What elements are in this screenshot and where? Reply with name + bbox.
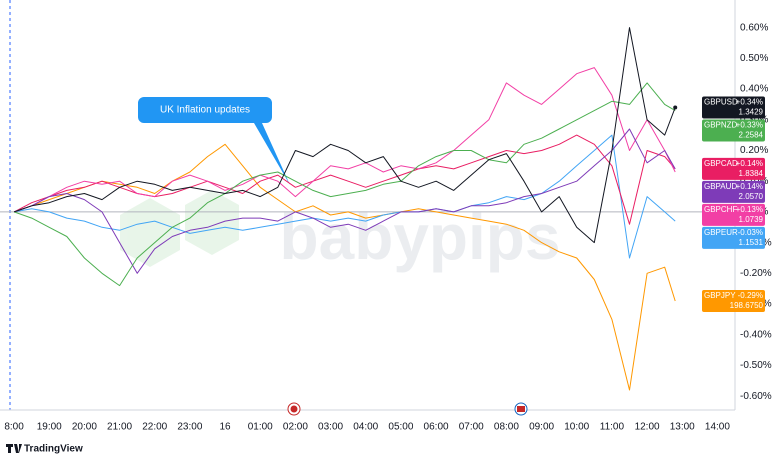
y-tick-label: 0.20% [740,145,768,156]
price-badge: GBPNZD+0.33%2.2584 [702,119,765,142]
last-point [673,105,678,110]
badge-price: 2.2584 [739,131,764,140]
price-badge: GBPAUD+0.14%2.0570 [702,180,765,203]
x-tick-label: 07:00 [459,422,484,433]
annotation-callout: UK Inflation updates [138,97,290,185]
badge-price: 198.6750 [730,301,764,310]
legend-label: GBPAUD [704,182,737,191]
brand-logo: TradingView [6,444,83,455]
legend-label: GBPUSD [704,98,738,107]
legend-label: GBPNZD [704,121,738,130]
event-icon [287,402,528,416]
x-tick-label: 06:00 [424,422,449,433]
legend-label: GBPCAD [704,159,738,168]
watermark-logo [120,190,239,267]
annotation: UK Inflation updates [160,105,250,116]
badge-bg [702,180,765,203]
badge-bg [702,289,765,312]
y-tick-label: 0.50% [740,53,768,64]
x-tick-label: 01:00 [248,422,273,433]
badge-change: +0.13% [736,205,763,214]
series-line [13,67,676,213]
badge-change: -0.29% [738,291,763,300]
badge-price: 2.0570 [739,192,764,201]
x-tick-label: 10:00 [564,422,589,433]
x-tick-label: 12:00 [635,422,660,433]
series-line [13,134,676,225]
y-tick-label: -0.40% [740,329,772,340]
x-tick-label: 03:00 [318,422,343,433]
x-tick-label: 22:00 [142,422,167,433]
badge-price: 1.0739 [739,215,764,224]
badge-bg [702,119,765,142]
badge-change: +0.33% [736,121,763,130]
legend-label: GBPCHF [704,205,737,214]
badge-change: +0.14% [736,182,763,191]
series-line [13,128,676,274]
x-tick-label: 8:00 [4,422,24,433]
series-line [13,27,676,244]
x-tick-label: 02:00 [283,422,308,433]
x-tick-label: 23:00 [177,422,202,433]
badge-price: 1.8384 [739,169,764,178]
x-tick-label: 19:00 [37,422,62,433]
badge-change: -0.03% [738,228,763,237]
y-tick-label: 0.40% [740,84,768,95]
series-line [14,134,676,259]
legend-label: GBPJPY [704,291,736,300]
y-tick-label: 0.60% [740,22,768,33]
badge-bg [702,157,765,180]
price-badge: GBPUSD+0.34%1.3429 [702,96,765,119]
price-badge: GBPCHF+0.13%1.0739 [702,203,765,226]
x-tick-label: 09:00 [529,422,554,433]
x-tick-label: 04:00 [353,422,378,433]
x-tick-label: 05:00 [388,422,413,433]
badge-price: 1.1531 [739,238,764,247]
series-line [13,82,676,287]
badge-bg [702,226,765,249]
badge-bg [702,96,765,119]
x-tick-label: 20:00 [72,422,97,433]
x-tick-label: 13:00 [670,422,695,433]
price-badge: GBPJPY -0.29%198.6750 [702,289,765,312]
badge-change: +0.14% [736,159,763,168]
x-tick-label: 16 [220,422,232,433]
badge-bg [702,203,765,226]
x-tick-label: 21:00 [107,422,132,433]
brand: TradingView [24,444,83,455]
y-tick-label: -0.20% [740,268,772,279]
y-tick-label: -0.50% [740,360,772,371]
badge-price: 1.3429 [739,108,764,117]
badge-change: +0.34% [736,98,763,107]
x-tick-label: 14:00 [705,422,730,433]
x-tick-label: 08:00 [494,422,519,433]
x-tick-label: 11:00 [600,422,625,433]
legend-label: GBPEUR [704,228,738,237]
price-badge: GBPCAD+0.14%1.8384 [702,157,765,180]
y-tick-label: -0.60% [740,391,772,402]
price-badge: GBPEUR -0.03%1.1531 [702,226,765,249]
